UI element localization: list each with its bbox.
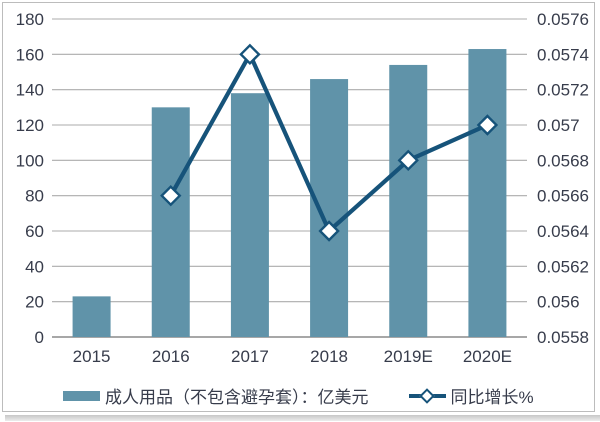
right-axis-tick: 0.0576	[537, 10, 589, 29]
diamond-marker-icon	[419, 387, 435, 404]
x-axis-label-2020E: 2020E	[463, 347, 512, 366]
growth-marker-2016	[160, 184, 182, 207]
x-axis-label-2018: 2018	[310, 347, 348, 366]
left-axis-tick: 60	[25, 222, 44, 241]
left-axis-tick: 160	[16, 45, 44, 64]
x-axis-label-2016: 2016	[152, 347, 190, 366]
right-axis-tick: 0.057	[537, 116, 580, 135]
legend-item-bar: 成人用品（不包含避孕套）：亿美元	[63, 383, 369, 408]
right-axis-tick: 0.056	[537, 293, 580, 312]
growth-marker-2019E	[397, 149, 419, 172]
left-axis-tick: 40	[25, 257, 44, 276]
left-axis-tick: 20	[25, 293, 44, 312]
right-axis-tick: 0.0564	[537, 222, 589, 241]
growth-marker-2017	[239, 43, 261, 66]
bar-2016	[151, 107, 190, 337]
left-axis-tick: 100	[16, 151, 44, 170]
line-legend-marker	[408, 387, 446, 404]
legend-item-line: 同比增长%	[408, 383, 534, 408]
bar-legend-swatch	[63, 390, 100, 401]
left-axis-tick: 80	[25, 187, 44, 206]
x-axis-label-2017: 2017	[231, 347, 269, 366]
bar-legend-label: 成人用品（不包含避孕套）：亿美元	[105, 388, 369, 407]
growth-marker-2020E	[476, 114, 499, 136]
right-axis-tick: 0.0562	[537, 257, 589, 276]
bar-2015	[72, 296, 111, 337]
left-axis-tick: 0	[35, 328, 44, 347]
line-legend-label: 同比增长%	[450, 388, 534, 407]
bar-2019E	[389, 64, 428, 337]
right-axis-tick: 0.0558	[537, 328, 589, 347]
frame-shadow	[5, 415, 600, 421]
bar-2017	[230, 93, 269, 337]
x-axis-label-2019E: 2019E	[384, 347, 433, 366]
bar-2018	[310, 79, 349, 338]
bar-2020E	[468, 49, 507, 338]
left-axis-tick: 120	[16, 116, 44, 135]
right-axis-tick: 0.0574	[537, 45, 589, 64]
right-axis-tick: 0.0572	[537, 81, 589, 100]
x-axis-label-2015: 2015	[73, 347, 111, 366]
right-axis-tick: 0.0566	[537, 187, 589, 206]
left-axis-tick: 140	[16, 81, 44, 100]
left-axis-tick: 180	[16, 10, 44, 29]
legend: 成人用品（不包含避孕套）：亿美元 同比增长%	[63, 383, 534, 408]
growth-marker-2018	[318, 220, 340, 242]
right-axis-tick: 0.0568	[537, 151, 589, 170]
